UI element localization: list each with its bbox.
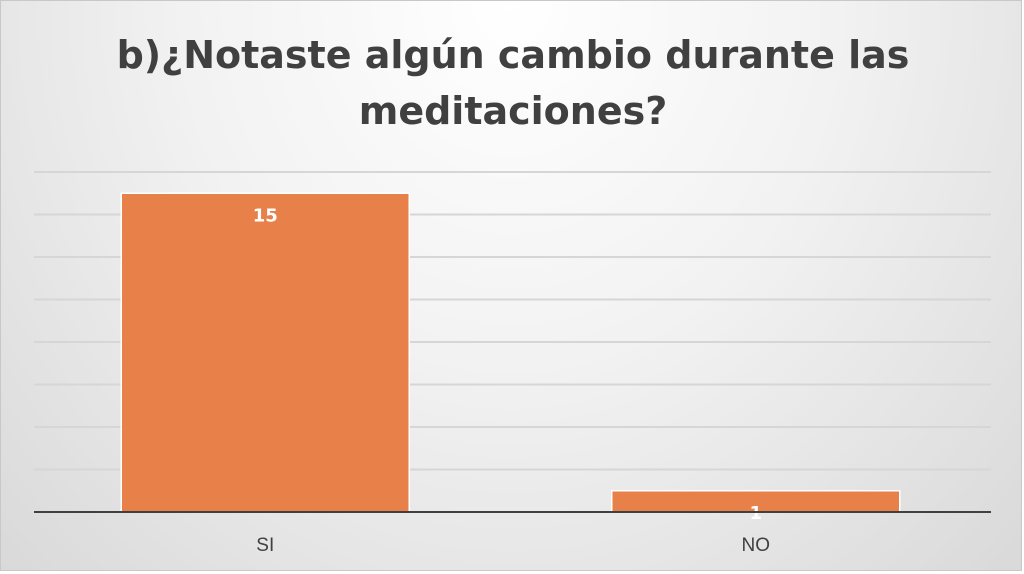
chart-title: b)¿Notaste algún cambio durante las medi… [116,33,910,133]
bar-si [120,192,410,513]
x-tick-label-si: SI [256,535,274,556]
data-label-no: 1 [749,503,762,524]
data-label-si: 15 [253,205,278,226]
x-tick-label-no: NO [742,535,771,556]
